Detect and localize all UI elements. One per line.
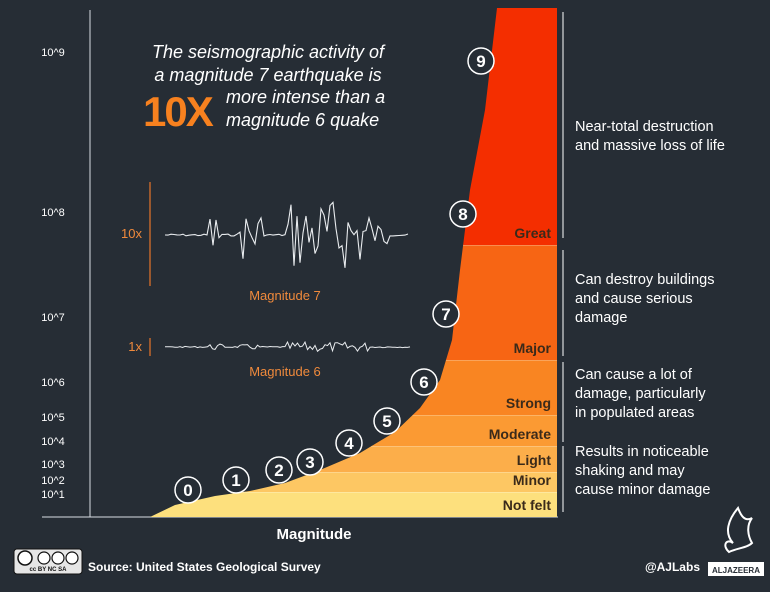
y-tick-label: 10^6 [41, 377, 65, 389]
headline: The seismographic activity of a magnitud… [143, 42, 386, 135]
aljazeera-logo-bar [708, 562, 764, 576]
wave-7-trace [164, 201, 409, 268]
wave-6-label: Magnitude 6 [249, 364, 321, 379]
band-label-layer: Not felt Minor Light Moderate Strong Major Gre… [489, 225, 552, 513]
sa-icon [65, 551, 79, 565]
magnitude-marker-ring [373, 407, 401, 435]
magnitude-marker-ring [410, 368, 438, 396]
band-label: Minor [513, 472, 552, 488]
license-text: cc BY NC SA [30, 567, 68, 573]
description-text: cause minor damage [575, 482, 710, 498]
marker-layer: 0 1 2 3 4 5 6 7 8 9 [174, 47, 495, 504]
description-text: in populated areas [575, 405, 694, 421]
band-not-felt [150, 492, 557, 517]
description-text: Can cause a lot of [575, 367, 693, 383]
wave-7-label: Magnitude 7 [249, 288, 321, 303]
magnitude-marker-ring [449, 200, 477, 228]
magnitude-marker-ring [432, 300, 460, 328]
band-label: Great [514, 225, 551, 241]
y-tick-label: 10^3 [41, 459, 65, 471]
description-text: Near-total destruction [575, 119, 714, 135]
nc-icon [51, 551, 65, 565]
magnitude-marker-ring [222, 466, 250, 494]
headline-line1: The seismographic activity of [152, 42, 386, 62]
wave-6-trace [165, 340, 411, 353]
band-label: Strong [506, 395, 551, 411]
magnitude-marker-ring [467, 47, 495, 75]
magnitude-marker-label: 5 [382, 412, 391, 431]
magnitude-marker-0: 0 [174, 476, 202, 504]
wave-6-factor: 1x [128, 339, 142, 354]
magnitude-marker-7: 7 [432, 300, 460, 328]
license-badge: cc BY NC SA [13, 548, 83, 575]
y-tick-label: 10^5 [41, 412, 65, 424]
magnitude-marker-ring [174, 476, 202, 504]
headline-line4: magnitude 6 quake [226, 110, 379, 130]
wave-magnitude-7: 10x Magnitude 7 [121, 182, 409, 303]
y-tick-label: 10^1 [41, 489, 65, 501]
y-tick-label: 10^9 [41, 47, 65, 59]
band-minor [150, 472, 557, 492]
wave-7-factor: 10x [121, 226, 142, 241]
magnitude-marker-8: 8 [449, 200, 477, 228]
magnitude-marker-4: 4 [335, 429, 363, 457]
y-tick-label: 10^8 [41, 207, 65, 219]
by-icon [37, 551, 51, 565]
magnitude-marker-ring [265, 456, 293, 484]
band-major [150, 245, 557, 360]
headline-line2: a magnitude 7 earthquake is [154, 65, 381, 85]
magnitude-marker-5: 5 [373, 407, 401, 435]
band-label: Light [517, 452, 552, 468]
description-text: Results in noticeable [575, 444, 709, 460]
description-text: and cause serious [575, 291, 693, 307]
wave-magnitude-6: 1x Magnitude 6 [128, 338, 411, 379]
magnitude-marker-label: 8 [458, 205, 467, 224]
headline-line3: more intense than a [226, 87, 385, 107]
description-layer: Near-total destruction and massive loss o… [562, 12, 725, 512]
description-text: damage, particularly [575, 386, 706, 402]
description-text: shaking and may [575, 463, 685, 479]
magnitude-marker-ring [296, 448, 324, 476]
x-axis-label: Magnitude [277, 526, 352, 543]
band-label: Not felt [503, 497, 552, 513]
aljazeera-logo: ALJAZEERA [708, 506, 764, 576]
band-strong [150, 360, 557, 415]
y-tick-label: 10^2 [41, 475, 65, 487]
y-tick-label: 10^7 [41, 312, 65, 324]
magnitude-marker-label: 7 [441, 305, 450, 324]
aljazeera-logo-text: ALJAZEERA [712, 566, 760, 575]
magnitude-marker-3: 3 [296, 448, 324, 476]
band-label: Major [514, 340, 552, 356]
headline-multiplier: 10X [143, 88, 214, 135]
description-text: damage [575, 310, 627, 326]
y-tick-layer: 10^1 10^2 10^3 10^4 10^5 10^6 10^7 10^8 10^9 [41, 47, 65, 501]
magnitude-marker-label: 1 [231, 471, 240, 490]
ajlabs-handle: @AJLabs [645, 560, 700, 574]
magnitude-marker-label: 6 [419, 373, 428, 392]
magnitude-marker-ring [335, 429, 363, 457]
magnitude-marker-6: 6 [410, 368, 438, 396]
description-text: and massive loss of life [575, 138, 725, 154]
magnitude-marker-9: 9 [467, 47, 495, 75]
description-text: Can destroy buildings [575, 272, 714, 288]
source-text: Source: United States Geological Survey [88, 560, 321, 574]
band-label: Moderate [489, 426, 551, 442]
magnitude-marker-label: 4 [344, 434, 354, 453]
magnitude-marker-label: 3 [305, 453, 314, 472]
magnitude-marker-label: 0 [183, 481, 192, 500]
cc-icon [17, 550, 33, 566]
magnitude-marker-2: 2 [265, 456, 293, 484]
magnitude-marker-1: 1 [222, 466, 250, 494]
y-tick-label: 10^4 [41, 436, 65, 448]
aljazeera-logo-icon [724, 506, 754, 554]
magnitude-marker-label: 2 [274, 461, 283, 480]
magnitude-marker-label: 9 [476, 52, 485, 71]
